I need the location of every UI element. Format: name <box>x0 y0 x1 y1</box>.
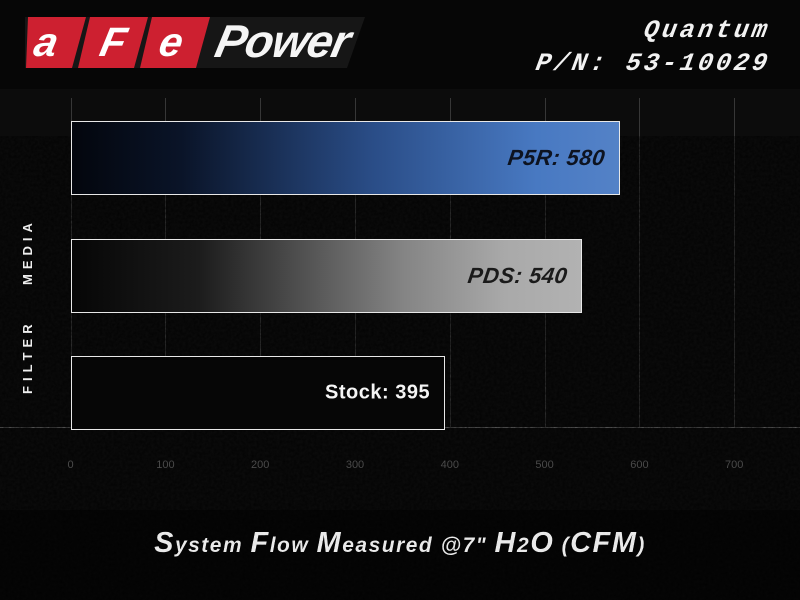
svg-text:Power: Power <box>211 15 359 66</box>
